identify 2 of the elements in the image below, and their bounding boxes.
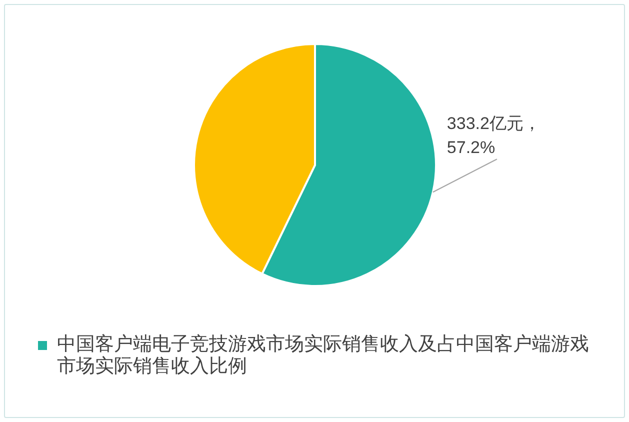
data-label: 333.2亿元， 57.2% (446, 114, 540, 158)
legend-label: 中国客户端电子竞技游戏市场实际销售收入及占中国客户端游戏市场实际销售收入比例 (57, 334, 589, 377)
